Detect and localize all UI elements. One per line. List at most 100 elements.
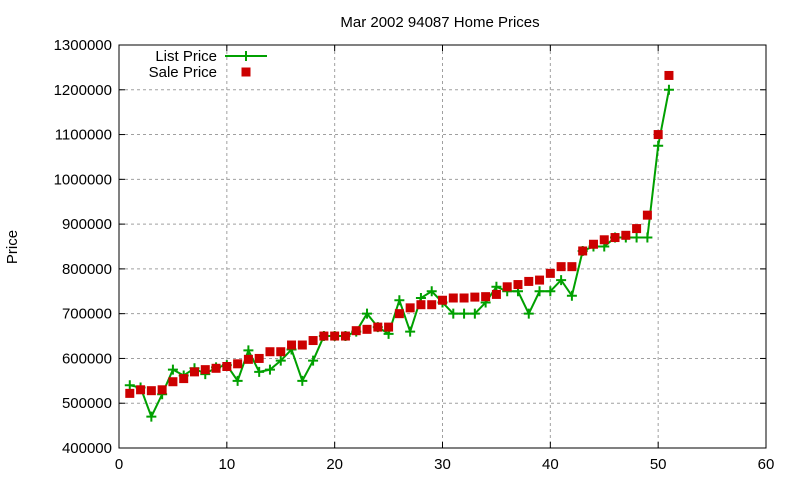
- y-tick-label: 400000: [62, 440, 112, 457]
- y-tick-label: 1200000: [54, 82, 112, 99]
- sale-price-point: [233, 359, 243, 369]
- list-price-point: [523, 308, 534, 319]
- x-tick-label: 10: [218, 456, 235, 473]
- list-price-point: [642, 232, 653, 243]
- sale-price-point: [265, 347, 275, 357]
- list-price-point: [663, 84, 674, 95]
- y-tick-label: 1100000: [55, 127, 112, 144]
- list-price-point: [308, 355, 319, 366]
- sale-price-point: [405, 303, 415, 313]
- sale-price-point: [373, 322, 383, 332]
- sale-price-point: [254, 353, 264, 363]
- sale-price-point: [621, 230, 631, 240]
- sale-price-point: [578, 246, 588, 256]
- chart-title: Mar 2002 94087 Home Prices: [340, 14, 539, 31]
- sale-price-point: [502, 282, 512, 292]
- sale-price-point: [287, 340, 297, 350]
- series: [124, 70, 674, 422]
- sale-price-point: [136, 385, 146, 395]
- legend-label-sale-price: Sale Price: [149, 64, 217, 81]
- list-price-point: [631, 232, 642, 243]
- list-price-point: [275, 355, 286, 366]
- sale-price-point: [168, 377, 178, 387]
- y-axis-label: Price: [4, 230, 21, 264]
- sale-price-point: [222, 362, 232, 372]
- sale-price-point: [340, 331, 350, 341]
- x-tick-label: 40: [542, 456, 559, 473]
- list-price-point: [469, 308, 480, 319]
- sale-price-point: [125, 388, 135, 398]
- list-price-line: [129, 89, 670, 420]
- sale-price-point: [588, 239, 598, 249]
- list-price-point: [146, 411, 157, 422]
- sale-price-point: [524, 276, 534, 286]
- list-price-point: [243, 345, 254, 356]
- x-tick-label: 50: [650, 456, 667, 473]
- y-tick-label: 1000000: [54, 171, 112, 188]
- x-tick-label: 20: [326, 456, 343, 473]
- legend-label-list-price: List Price: [155, 48, 217, 65]
- legend-marker-list-price: [241, 51, 251, 61]
- sale-price-point: [146, 386, 156, 396]
- sale-price-point: [394, 309, 404, 319]
- ticks: 0 10 20 30 40 50 60 400000 500000 600000 700000 800…: [54, 37, 775, 473]
- y-tick-label: 900000: [62, 216, 112, 233]
- sale-price-point: [427, 300, 437, 310]
- list-price-point: [232, 375, 243, 386]
- list-price-point: [566, 290, 577, 301]
- y-tick-label: 1300000: [54, 37, 112, 54]
- sale-price-point: [632, 224, 642, 234]
- y-tick-label: 800000: [62, 261, 112, 278]
- sale-price-point: [567, 262, 577, 272]
- sale-price-point: [308, 336, 318, 346]
- sale-price-point: [459, 293, 469, 303]
- list-price-point: [167, 364, 178, 375]
- x-tick-label: 30: [434, 456, 451, 473]
- sale-price-point: [200, 365, 210, 375]
- sale-price-point: [470, 292, 480, 302]
- list-price-point: [254, 366, 265, 377]
- legend: List Price Sale Price: [149, 48, 267, 81]
- grid: [119, 45, 766, 448]
- sale-price-point: [330, 331, 340, 341]
- sale-price-point: [610, 233, 620, 243]
- list-price-point: [556, 275, 567, 286]
- sale-price-point: [416, 300, 426, 310]
- list-price-point: [394, 295, 405, 306]
- list-price-point: [459, 308, 470, 319]
- list-price-point: [362, 308, 373, 319]
- sale-price-point: [243, 354, 253, 364]
- x-tick-label: 0: [115, 456, 123, 473]
- sale-price-point: [599, 235, 609, 245]
- sale-price-point: [179, 374, 189, 384]
- list-price-point: [264, 364, 275, 375]
- sale-price-point: [297, 340, 307, 350]
- list-price-point: [448, 308, 459, 319]
- sale-price-point: [491, 289, 501, 299]
- sale-price-point: [189, 367, 199, 377]
- sale-price-point: [211, 363, 221, 373]
- sale-price-point: [319, 331, 329, 341]
- y-tick-label: 500000: [62, 395, 112, 412]
- sale-price-point: [481, 292, 491, 302]
- list-price-point: [405, 326, 416, 337]
- sale-price-point: [513, 280, 523, 290]
- plot-border: [118, 44, 767, 449]
- y-tick-label: 700000: [62, 306, 112, 323]
- list-price-point: [534, 286, 545, 297]
- sale-price-point: [362, 324, 372, 334]
- sale-price-point: [448, 293, 458, 303]
- x-tick-label: 60: [758, 456, 775, 473]
- list-price-point: [653, 140, 664, 151]
- sale-price-point: [642, 210, 652, 220]
- sale-price-point: [556, 262, 566, 272]
- sale-price-point: [653, 130, 663, 140]
- sale-price-point: [438, 295, 447, 305]
- sale-price-point: [664, 70, 674, 80]
- list-price-point: [297, 375, 308, 386]
- sale-price-point: [351, 326, 361, 336]
- list-price-point: [124, 380, 135, 391]
- legend-marker-sale-price: [241, 67, 251, 77]
- list-price-point: [426, 286, 437, 297]
